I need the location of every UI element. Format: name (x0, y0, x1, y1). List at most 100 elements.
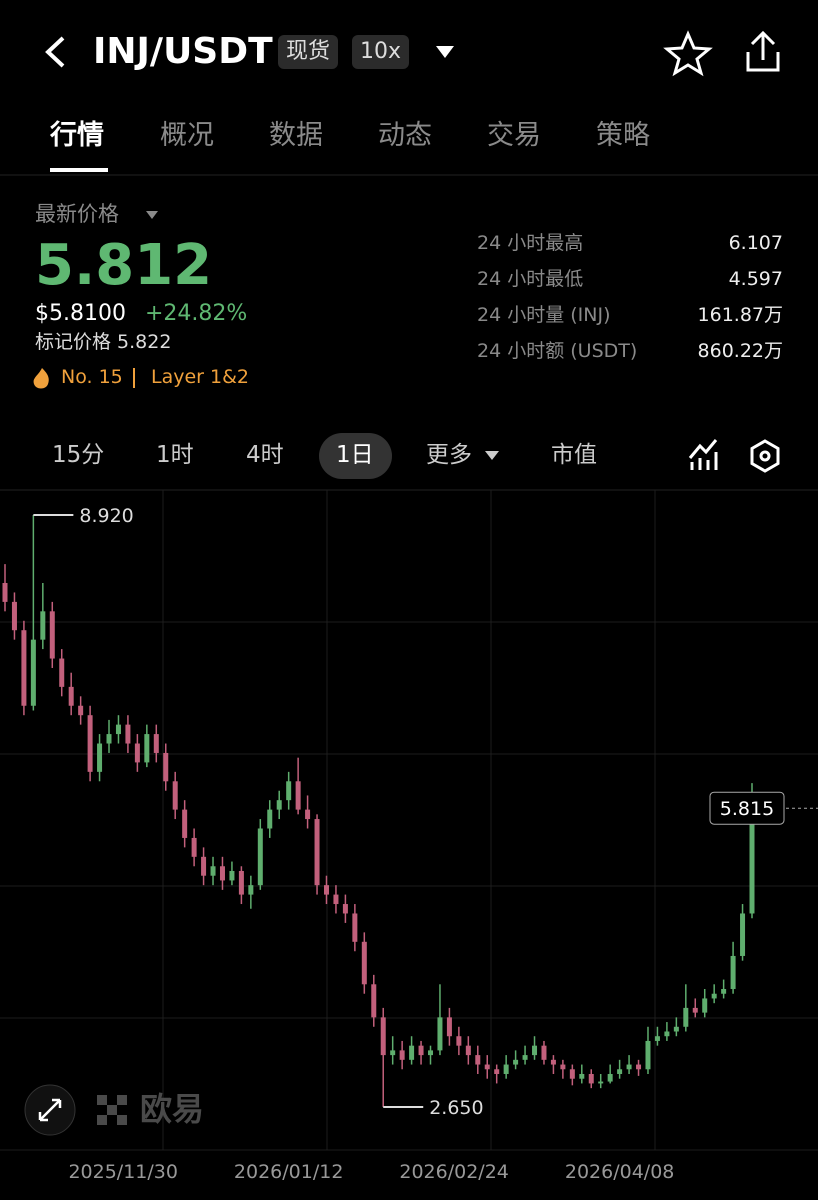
candle-body (380, 1017, 386, 1056)
leverage-badge[interactable]: 10x (352, 35, 410, 69)
share-button[interactable] (746, 30, 780, 72)
candle-body (267, 809, 273, 829)
sector[interactable]: Layer 1&2 (151, 366, 250, 388)
candle-body (673, 1026, 679, 1032)
candle-body (97, 743, 103, 772)
candle-body (456, 1036, 462, 1046)
interval[interactable]: 15分 (52, 442, 105, 468)
candle-body (191, 837, 197, 857)
tab[interactable]: 概况 (160, 120, 214, 151)
stat-label: 24 小时量 (INJ) (477, 304, 611, 326)
candle-body (106, 734, 112, 744)
dropdown-arrow[interactable] (146, 211, 158, 219)
x-tick-label: 2026/04/08 (565, 1161, 675, 1183)
candle-body (550, 1059, 556, 1065)
candle-body (371, 984, 377, 1018)
interval[interactable]: 4时 (246, 442, 284, 468)
candle-body (276, 800, 282, 810)
high-label: 8.920 (79, 505, 133, 527)
candle-body (446, 1017, 452, 1037)
tab[interactable]: 策略 (596, 120, 650, 151)
candle-body (390, 1050, 396, 1056)
candle-body (78, 705, 84, 716)
candle-body (144, 734, 150, 763)
watermark-logo (97, 1095, 127, 1125)
back-button[interactable] (45, 36, 65, 68)
candle-body (645, 1040, 651, 1070)
candle-body (125, 724, 131, 744)
dropdown-arrow[interactable] (436, 46, 454, 58)
stat-value: 860.22万 (697, 340, 783, 362)
candle-body (503, 1064, 509, 1074)
stat-label: 24 小时额 (USDT) (477, 340, 638, 362)
candle-body (238, 870, 244, 895)
candle-body (484, 1064, 490, 1070)
candle-body (182, 809, 188, 838)
candle-body (664, 1031, 670, 1037)
rank[interactable]: No. 15 (61, 366, 123, 388)
candle-body (569, 1069, 575, 1079)
candle-body (305, 809, 311, 820)
candle-body (229, 870, 235, 881)
favorite-button[interactable] (663, 30, 713, 77)
candle-body (418, 1045, 424, 1056)
candle-body (541, 1045, 547, 1060)
watermark: 欧易 (140, 1090, 205, 1128)
candle-body (721, 989, 727, 994)
candle-body (210, 866, 216, 876)
candle-body (49, 611, 55, 659)
x-tick-label: 2025/11/30 (68, 1161, 178, 1183)
candle-body (692, 1007, 698, 1013)
candle-body (163, 752, 169, 782)
separator (133, 368, 135, 388)
candle-body (588, 1073, 594, 1084)
interval[interactable]: 更多 (426, 442, 472, 468)
candle-body (153, 734, 159, 753)
candle-body (11, 601, 17, 631)
candle-body (711, 993, 717, 999)
candle-body (560, 1064, 566, 1070)
candle-body (465, 1045, 471, 1056)
settings-button[interactable] (750, 439, 780, 473)
candle-body (409, 1045, 415, 1060)
candle-body (30, 639, 36, 706)
stat-label: 24 小时最高 (477, 232, 584, 254)
price-change: +24.82% (145, 301, 248, 326)
mark-price: 标记价格 5.822 (35, 331, 172, 353)
candle-body (522, 1055, 528, 1060)
tab[interactable]: 动态 (378, 120, 432, 151)
candle-body (475, 1055, 481, 1065)
indicator-button[interactable] (688, 439, 718, 470)
candle-body (342, 904, 348, 914)
candle-body (314, 819, 320, 886)
tab[interactable]: 行情 (50, 120, 104, 151)
candle-body (579, 1073, 585, 1079)
candle-body (749, 808, 755, 914)
interval[interactable]: 1日 (336, 442, 374, 468)
tab[interactable]: 数据 (269, 120, 323, 151)
candle-body (607, 1073, 613, 1082)
candle-body (399, 1050, 405, 1060)
market-badge: 现货 (278, 35, 339, 69)
candle-body (115, 724, 121, 735)
interval[interactable]: 市值 (551, 442, 597, 468)
candle-body (219, 866, 225, 881)
candle-body (333, 894, 339, 905)
candle-body (626, 1064, 632, 1070)
candle-body (437, 1017, 443, 1051)
tab[interactable]: 交易 (487, 120, 541, 151)
candle-body (257, 828, 263, 886)
candle-body (740, 913, 746, 956)
candle-body (428, 1050, 434, 1056)
tab-underline (50, 168, 108, 172)
dropdown-arrow[interactable] (485, 451, 499, 460)
candle-body (323, 885, 329, 895)
candle-body (598, 1081, 604, 1084)
interval[interactable]: 1时 (156, 442, 194, 468)
expand-icon (38, 1098, 62, 1122)
candle-body (352, 913, 358, 942)
candle-body (654, 1036, 660, 1041)
candle-body (201, 856, 207, 876)
candle-body (617, 1069, 623, 1074)
